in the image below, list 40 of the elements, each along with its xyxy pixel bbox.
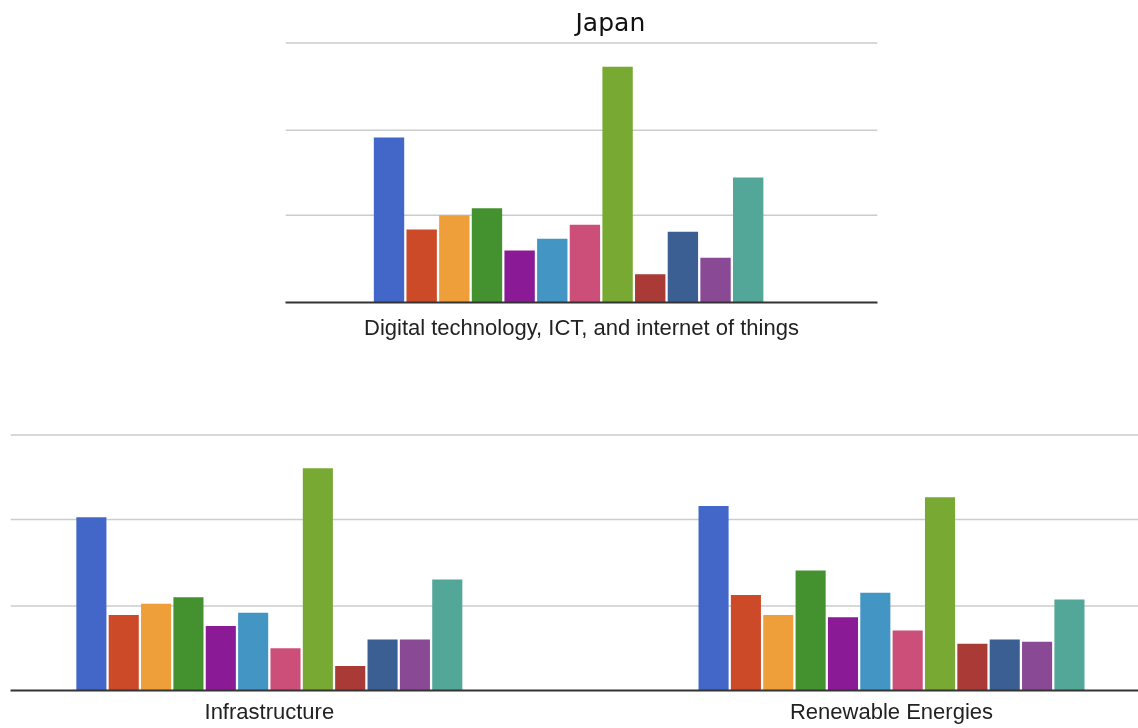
x-axis-title: Digital technology, ICT, and internet of things: [364, 314, 799, 340]
bar: [667, 231, 699, 303]
bar: [730, 594, 761, 691]
bar: [335, 666, 366, 691]
bar: [537, 238, 568, 303]
bar: [205, 626, 236, 691]
bar: [108, 614, 139, 691]
bar: [700, 257, 731, 303]
bar: [399, 639, 430, 691]
bar: [76, 517, 107, 691]
bar: [763, 614, 794, 691]
bar: [471, 208, 503, 303]
bar: [406, 229, 437, 303]
bar: [827, 617, 859, 691]
bar: [270, 648, 301, 691]
bar: [1054, 599, 1085, 691]
bar: [1022, 641, 1053, 691]
bar: [569, 224, 601, 303]
bar: [367, 639, 398, 691]
bar: [504, 250, 535, 303]
bar: [302, 468, 333, 691]
bar: [602, 66, 633, 303]
bar: [141, 603, 172, 691]
bar: [733, 177, 764, 303]
bar: [635, 274, 666, 303]
bar: [924, 497, 956, 691]
x-tick-label: Infrastructure: [204, 698, 335, 724]
bar: [698, 506, 729, 691]
bar: [989, 639, 1020, 691]
bar: [439, 215, 470, 303]
bar: [432, 579, 463, 691]
bar: [795, 570, 826, 691]
chart-title: Japan: [573, 7, 646, 37]
x-tick-label: Renewable Energies: [789, 698, 994, 724]
bar: [238, 612, 269, 691]
bar: [957, 643, 988, 691]
bar: [173, 597, 204, 691]
bar: [892, 630, 923, 691]
bar: [860, 592, 891, 691]
bar: [373, 137, 405, 303]
